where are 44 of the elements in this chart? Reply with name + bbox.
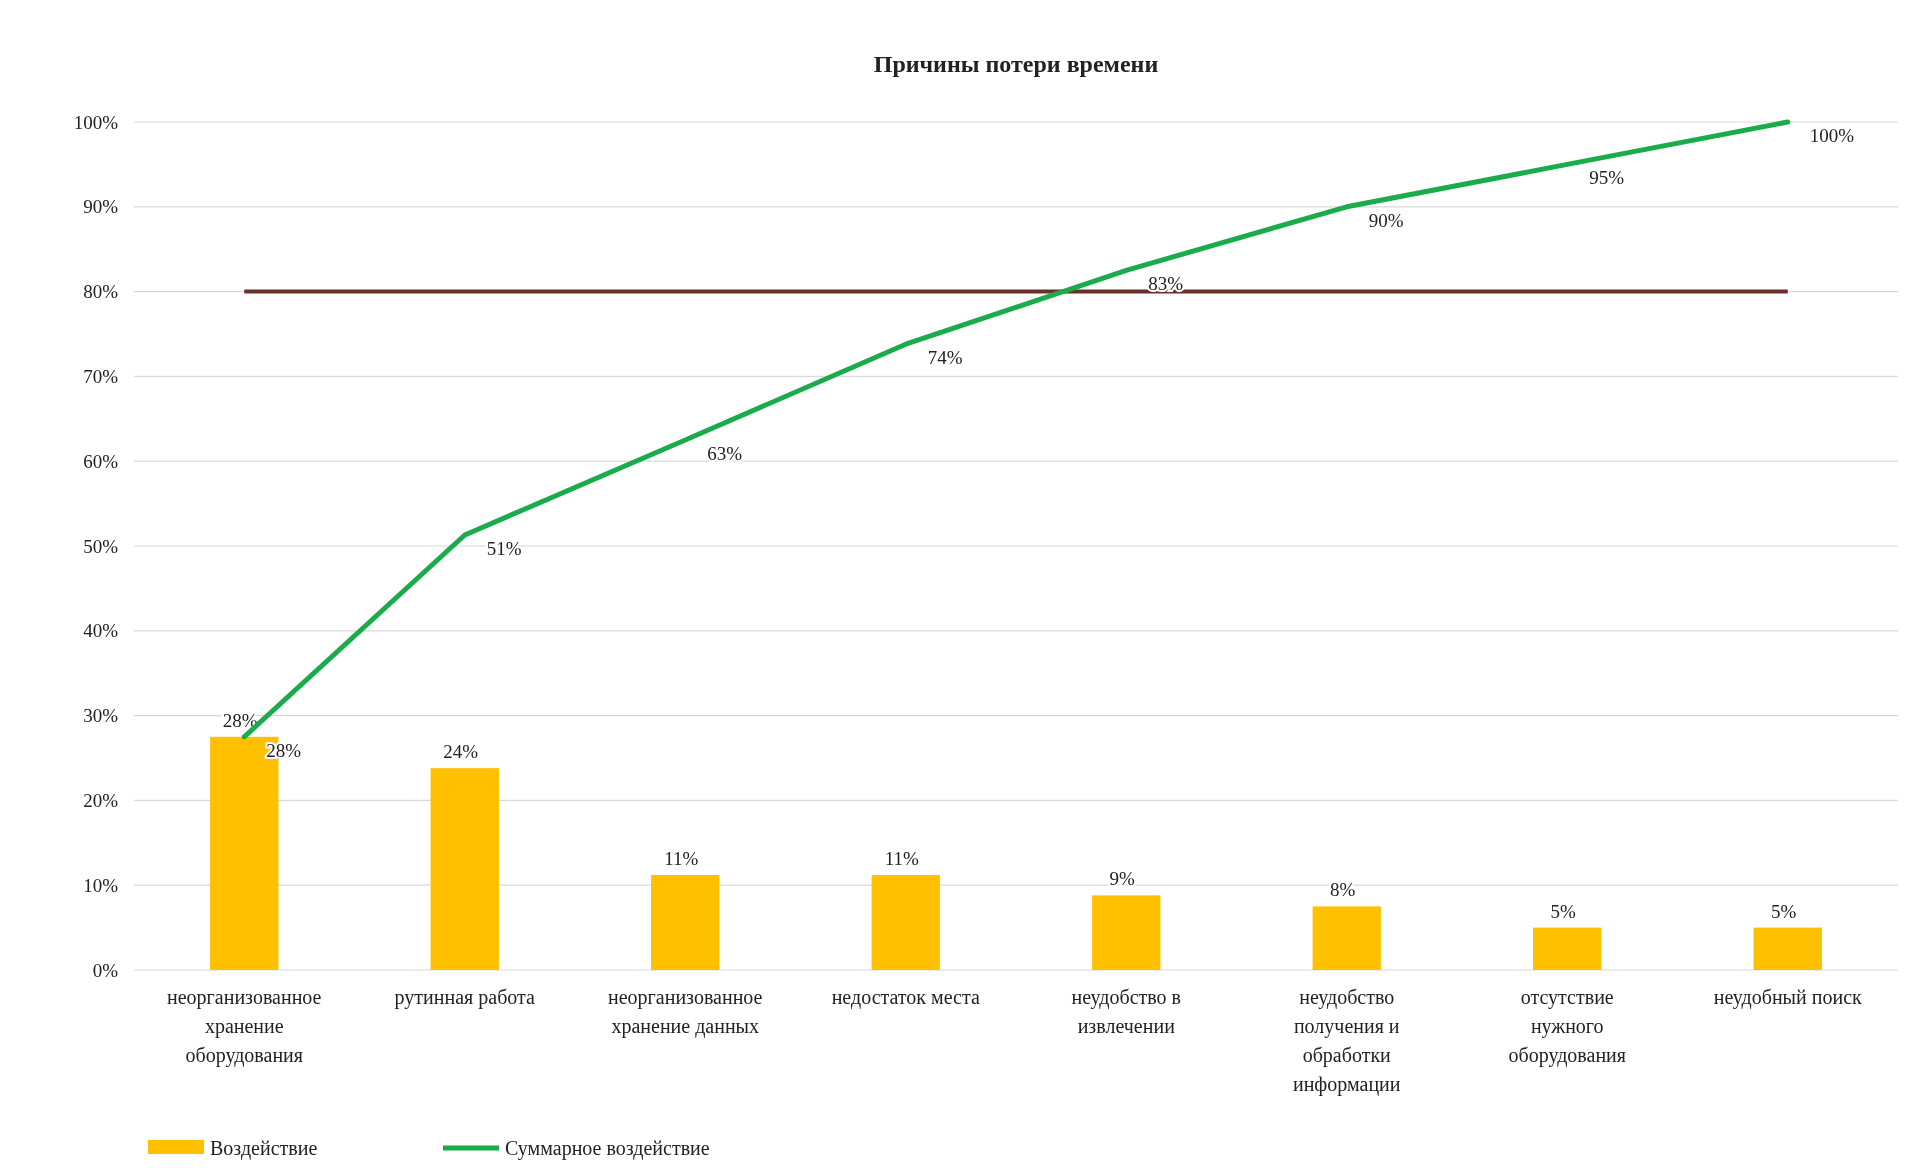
bar [871, 875, 940, 970]
legend-label: Воздействие [210, 1137, 318, 1160]
data-label: 95% [1589, 167, 1625, 189]
bar [1092, 895, 1161, 970]
data-label: 11% [664, 848, 699, 870]
x-tick-label: неудобство в извлечении [1071, 986, 1182, 1037]
data-label: 9% [1109, 868, 1136, 890]
data-label: 5% [1550, 900, 1577, 922]
data-label: 11% [884, 848, 919, 870]
chart-title: Причины потери времени [873, 51, 1159, 77]
x-tick-label: неудобство получения и обработки информации [1292, 986, 1401, 1096]
data-label: 51% [486, 537, 522, 559]
data-label: 83% [1148, 273, 1184, 295]
data-label: 28% [222, 709, 258, 731]
bar [430, 768, 499, 970]
bar [651, 875, 720, 970]
y-tick-label: 90% [83, 196, 119, 218]
y-tick-label: 10% [83, 874, 119, 896]
legend-label: Суммарное воздействие [505, 1137, 710, 1160]
data-label: 63% [707, 443, 743, 464]
y-tick-label: 0% [92, 959, 119, 981]
x-tick-label: рутинная работа [394, 986, 536, 1009]
data-label: 90% [1368, 209, 1404, 231]
x-tick-label: недостаток места [831, 986, 980, 1009]
y-tick-label: 70% [83, 366, 119, 388]
y-tick-label: 80% [83, 281, 119, 303]
x-tick-label: неудобный поиск [1713, 986, 1863, 1009]
y-tick-label: 60% [83, 450, 119, 472]
data-label: 24% [443, 741, 479, 763]
data-label: 100% [1809, 125, 1855, 146]
x-tick-label: неорганизованное хранение данных [608, 986, 763, 1038]
bar [1312, 906, 1381, 970]
y-tick-label: 20% [83, 790, 119, 812]
bar [1753, 927, 1822, 970]
y-tick-label: 40% [83, 620, 119, 642]
y-tick-label: 100% [73, 111, 119, 133]
y-tick-label: 30% [83, 705, 119, 727]
data-label: 8% [1330, 879, 1356, 901]
data-label: 74% [927, 347, 963, 369]
bar [1533, 927, 1602, 970]
y-tick-label: 50% [83, 535, 119, 557]
x-tick-label: отсутствие нужного оборудования [1508, 986, 1626, 1067]
x-tick-label: неорганизованное хранение оборудования [167, 986, 322, 1067]
data-label: 5% [1771, 900, 1797, 922]
